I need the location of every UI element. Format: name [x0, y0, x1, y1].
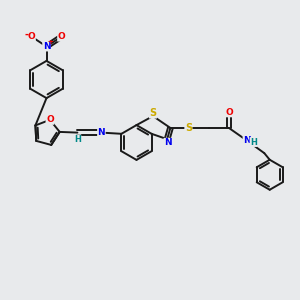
Text: +: + [47, 39, 53, 45]
Text: N: N [43, 42, 50, 51]
Text: O: O [28, 32, 35, 41]
Text: S: S [185, 123, 192, 133]
Text: H: H [74, 135, 81, 144]
Text: -: - [24, 30, 28, 40]
Text: N: N [164, 138, 172, 147]
Text: O: O [58, 32, 65, 41]
Text: H: H [250, 137, 257, 146]
Text: N: N [243, 136, 251, 145]
Text: O: O [46, 115, 54, 124]
Text: S: S [149, 108, 157, 118]
Text: N: N [98, 128, 105, 137]
Text: O: O [225, 108, 233, 117]
